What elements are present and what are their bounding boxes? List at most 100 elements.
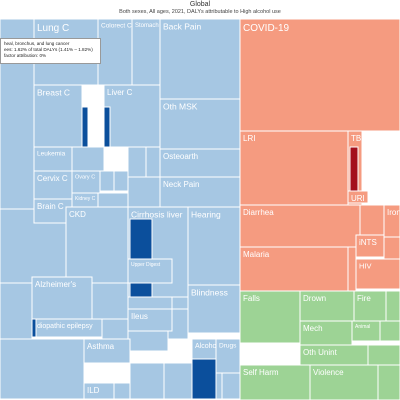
treemap-cell-label: Oth MSK xyxy=(163,102,198,112)
treemap-cell[interactable] xyxy=(97,19,133,86)
treemap-cell-label: Malaria xyxy=(243,250,270,259)
treemap-cell-label: Drugs xyxy=(219,343,237,350)
treemap-filler-cell[interactable] xyxy=(113,382,131,400)
treemap-cell-label: CKD xyxy=(69,210,86,219)
treemap-cell-label: COVID-19 xyxy=(243,23,290,34)
treemap-cell-label: Blindness xyxy=(191,288,228,298)
treemap-cell-label: Iron xyxy=(387,208,400,217)
treemap-chart: Lung C Colorect C Stomach C Breast C Liver C… xyxy=(0,19,400,400)
treemap-cell[interactable] xyxy=(299,320,353,346)
treemap-filler-cell[interactable] xyxy=(99,170,115,192)
hover-tooltip: heal, bronchus, and lung cancer ees: 1.6… xyxy=(0,38,101,64)
treemap-filler-cell[interactable] xyxy=(101,318,129,340)
treemap-cell[interactable] xyxy=(239,290,301,344)
treemap-cell[interactable] xyxy=(309,364,379,400)
treemap-cell-label: Upper Digest xyxy=(131,262,161,268)
treemap-cell-label: Osteoarth xyxy=(163,152,198,161)
treemap-filler-cell[interactable] xyxy=(347,246,357,292)
treemap-cell-label: Alzheimer's xyxy=(35,280,76,289)
treemap-cell[interactable] xyxy=(33,84,83,148)
treemap-cell[interactable] xyxy=(33,170,73,200)
treemap-filler-cell[interactable] xyxy=(97,192,129,208)
treemap-cell-label: Hearing xyxy=(191,210,221,220)
treemap-highlight-bar[interactable] xyxy=(31,318,37,338)
treemap-cell-label: Violence xyxy=(313,368,344,377)
treemap-filler-cell[interactable] xyxy=(127,176,161,208)
treemap-filler-cell[interactable] xyxy=(383,236,400,260)
treemap-cell[interactable] xyxy=(351,320,381,342)
treemap-highlight-bar[interactable] xyxy=(103,106,111,148)
treemap-cell[interactable] xyxy=(353,290,387,322)
treemap-cell[interactable] xyxy=(215,338,241,374)
treemap-cell[interactable] xyxy=(159,19,241,100)
treemap-cell-label: Drown xyxy=(303,294,326,303)
treemap-filler-cell[interactable] xyxy=(221,372,241,400)
treemap-filler-cell[interactable] xyxy=(367,344,400,366)
chart-header: Global Both sexes, All ages, 2021, DALYs… xyxy=(0,0,400,19)
treemap-cell[interactable] xyxy=(127,308,173,332)
chart-subtitle: Both sexes, All ages, 2021, DALYs attrib… xyxy=(119,9,281,15)
treemap-filler-cell[interactable] xyxy=(0,338,85,400)
treemap-cell-label: Cervix C xyxy=(37,174,68,183)
treemap-filler-cell[interactable] xyxy=(127,146,147,178)
treemap-cell[interactable] xyxy=(83,382,115,400)
treemap-highlight-bar[interactable] xyxy=(191,358,217,400)
treemap-highlight-bar[interactable] xyxy=(81,106,89,148)
treemap-cell-label: Breast C xyxy=(37,88,70,98)
treemap-cell[interactable] xyxy=(33,146,73,172)
treemap-filler-cell[interactable] xyxy=(127,330,169,352)
treemap-filler-cell[interactable] xyxy=(359,204,385,236)
treemap-cell-label: Lung C xyxy=(37,23,69,34)
treemap-cell[interactable] xyxy=(299,290,355,322)
treemap-cell-label: Oth Unint xyxy=(303,348,338,357)
treemap-cell-label: Brain C xyxy=(37,202,64,211)
treemap-cell-label: Back Pain xyxy=(163,22,202,32)
treemap-cell[interactable] xyxy=(159,148,241,178)
treemap-cell-label: ILD xyxy=(87,386,100,395)
tooltip-attribution: factor attribution: 0% xyxy=(4,53,47,59)
treemap-cell[interactable] xyxy=(239,246,349,292)
treemap-filler-cell[interactable] xyxy=(377,364,400,400)
treemap-filler-cell[interactable] xyxy=(71,146,105,172)
treemap-cell-label: Kidney C xyxy=(75,196,96,202)
treemap-cell[interactable] xyxy=(239,19,400,132)
treemap-cell-label: Colorect C xyxy=(101,23,132,30)
treemap-cell-label: Animal xyxy=(355,324,370,330)
treemap-cell-label: HIV xyxy=(359,262,372,271)
treemap-cell-label: Ovary C xyxy=(75,175,95,181)
treemap-cell[interactable] xyxy=(355,234,385,258)
treemap-cell-label: Ileus xyxy=(131,312,148,321)
treemap-cell[interactable] xyxy=(347,190,369,204)
treemap-cell[interactable] xyxy=(83,338,131,364)
treemap-cell[interactable] xyxy=(127,258,173,284)
treemap-cell-label: TB xyxy=(351,134,361,143)
treemap-filler-cell[interactable] xyxy=(0,282,33,340)
treemap-cell-label: Leukemia xyxy=(37,151,66,158)
treemap-cell-label: Falls xyxy=(243,294,260,303)
treemap-cell[interactable] xyxy=(187,284,241,334)
treemap-filler-cell[interactable] xyxy=(379,320,400,342)
treemap-cell[interactable] xyxy=(31,276,93,326)
treemap-filler-cell[interactable] xyxy=(163,362,193,400)
treemap-cell[interactable] xyxy=(383,204,400,238)
tooltip-cause: heal, bronchus, and lung cancer xyxy=(4,41,70,46)
treemap-highlight-bar[interactable] xyxy=(129,218,153,298)
treemap-cell[interactable] xyxy=(239,364,311,400)
treemap-cell[interactable] xyxy=(65,206,129,284)
treemap-cell-label: Fire xyxy=(357,294,371,303)
treemap-cell[interactable] xyxy=(239,204,361,248)
treemap-cell-label: Alcohol xyxy=(195,343,218,350)
chart-title: Global xyxy=(189,1,211,8)
tooltip-value: ees: 1.62% of total DALYs (1.41% – 1.82%… xyxy=(4,47,93,53)
treemap-filler-cell[interactable] xyxy=(385,290,400,322)
treemap-cell[interactable] xyxy=(159,98,241,150)
treemap-cell[interactable] xyxy=(239,130,349,206)
treemap-filler-cell[interactable] xyxy=(145,146,161,178)
treemap-filler-cell[interactable] xyxy=(129,362,165,400)
treemap-cell-label: URI xyxy=(351,194,365,203)
treemap-cell-label: Mech xyxy=(303,324,323,333)
treemap-cell[interactable] xyxy=(187,206,241,286)
treemap-cell[interactable] xyxy=(103,84,161,148)
treemap-cell-label: Self Harm xyxy=(243,368,279,377)
treemap-cell[interactable] xyxy=(355,258,400,290)
